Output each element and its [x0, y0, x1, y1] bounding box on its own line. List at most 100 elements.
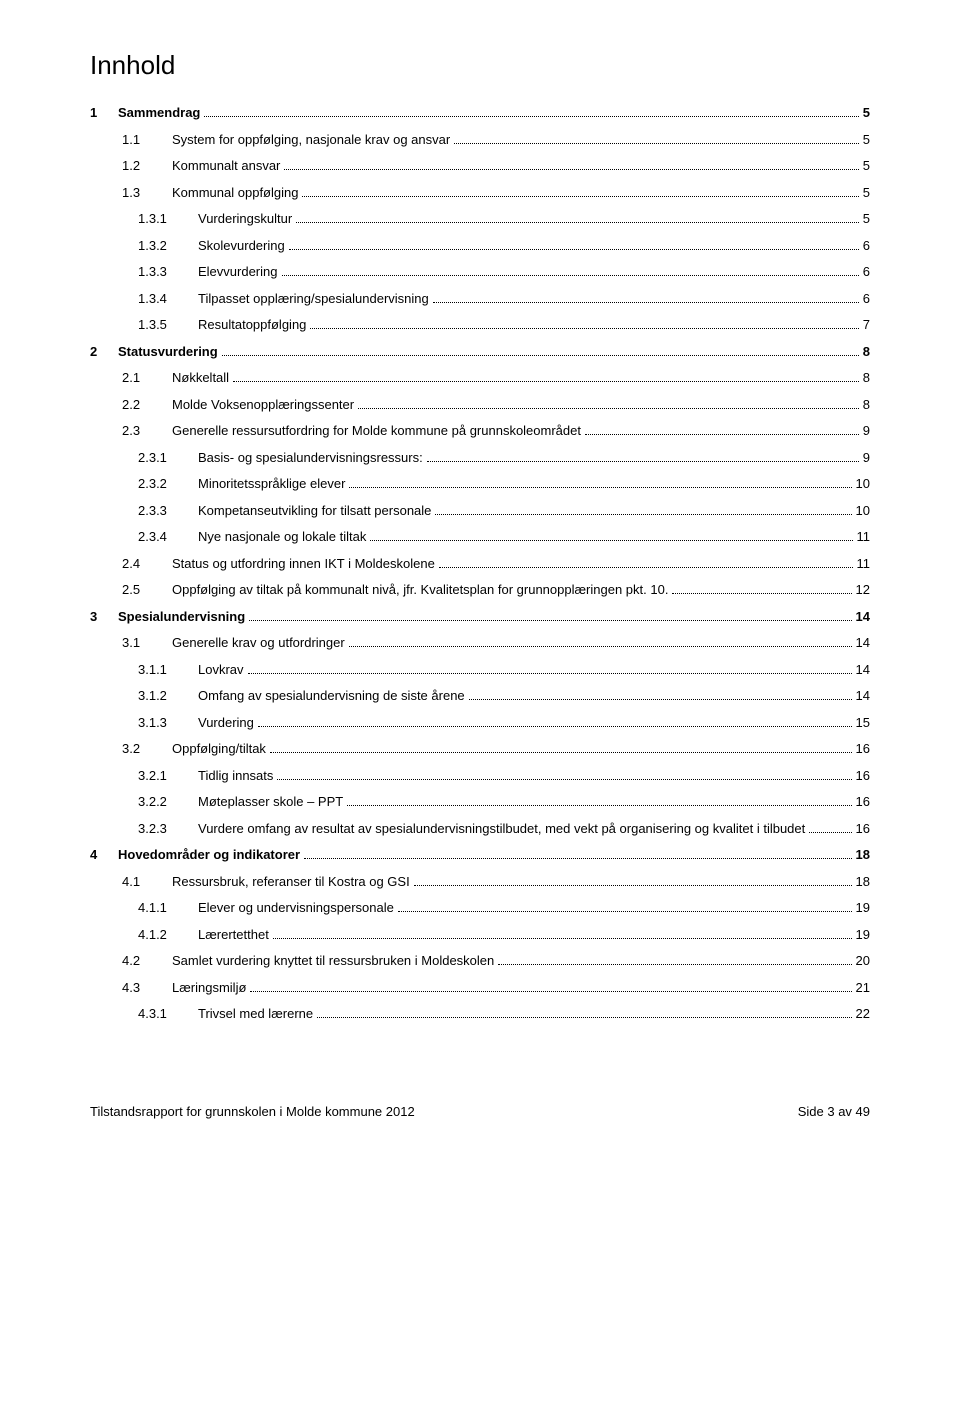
toc-entry-page: 11 — [857, 554, 871, 574]
toc-entry: 4.3Læringsmiljø21 — [90, 978, 870, 998]
toc-entry-page: 22 — [856, 1004, 870, 1024]
toc-entry-page: 20 — [856, 951, 870, 971]
toc-entry: 1.3.5Resultatoppfølging7 — [90, 315, 870, 335]
toc-entry: 3.2.3Vurdere omfang av resultat av spesi… — [90, 819, 870, 839]
toc-entry: 2.5Oppfølging av tiltak på kommunalt niv… — [90, 580, 870, 600]
toc-entry-label: Omfang av spesialundervisning de siste å… — [198, 686, 465, 706]
toc-entry-number: 3.2.2 — [138, 792, 198, 812]
toc-entry-label: Oppfølging/tiltak — [172, 739, 266, 759]
toc-leader-dots — [398, 911, 852, 912]
toc-entry-label: Generelle ressursutfordring for Molde ko… — [172, 421, 581, 441]
toc-leader-dots — [809, 832, 851, 833]
toc-leader-dots — [204, 116, 858, 117]
toc-entry-label: Vurdere omfang av resultat av spesialund… — [198, 819, 805, 839]
toc-entry-number: 3.1.2 — [138, 686, 198, 706]
toc-entry-number: 2.3.1 — [138, 448, 198, 468]
toc-entry: 1.3.4Tilpasset opplæring/spesialundervis… — [90, 289, 870, 309]
toc-entry-page: 18 — [856, 872, 870, 892]
toc-entry-number: 1.3 — [122, 183, 172, 203]
toc-entry-page: 10 — [856, 501, 870, 521]
toc-entry-number: 4 — [90, 845, 118, 865]
toc-entry-label: Vurdering — [198, 713, 254, 733]
toc-entry-number: 3.1.1 — [138, 660, 198, 680]
toc-entry-page: 10 — [856, 474, 870, 494]
toc-entry-page: 14 — [856, 660, 870, 680]
toc-entry-number: 1.1 — [122, 130, 172, 150]
toc-leader-dots — [310, 328, 858, 329]
toc-entry-page: 19 — [856, 925, 870, 945]
toc-entry: 4.1.1Elever og undervisningspersonale19 — [90, 898, 870, 918]
toc-entry-number: 4.3.1 — [138, 1004, 198, 1024]
toc-leader-dots — [302, 196, 858, 197]
toc-entry: 2.4Status og utfordring innen IKT i Mold… — [90, 554, 870, 574]
toc-entry-label: Minoritetsspråklige elever — [198, 474, 345, 494]
toc-entry-page: 14 — [856, 633, 870, 653]
toc-leader-dots — [498, 964, 851, 965]
page-title: Innhold — [90, 50, 870, 81]
toc-leader-dots — [349, 646, 852, 647]
toc-entry: 1.3.2Skolevurdering6 — [90, 236, 870, 256]
toc-leader-dots — [250, 991, 851, 992]
toc-entry-number: 4.1.1 — [138, 898, 198, 918]
toc-leader-dots — [249, 620, 851, 621]
toc-leader-dots — [277, 779, 851, 780]
toc-entry-page: 11 — [857, 527, 871, 547]
toc-entry-label: Nye nasjonale og lokale tiltak — [198, 527, 366, 547]
toc-entry: 4.1.2Lærertetthet19 — [90, 925, 870, 945]
footer-right: Side 3 av 49 — [798, 1104, 870, 1119]
toc-entry-page: 9 — [863, 421, 870, 441]
toc-entry: 3.1Generelle krav og utfordringer14 — [90, 633, 870, 653]
toc-entry-label: Lovkrav — [198, 660, 244, 680]
toc-entry-number: 2.3 — [122, 421, 172, 441]
toc-entry-page: 16 — [856, 792, 870, 812]
toc-entry: 2.1Nøkkeltall8 — [90, 368, 870, 388]
toc-entry-label: Kommunal oppfølging — [172, 183, 298, 203]
toc-leader-dots — [284, 169, 858, 170]
toc-leader-dots — [454, 143, 859, 144]
toc-entry-label: Lærertetthet — [198, 925, 269, 945]
toc-entry: 2.3.3Kompetanseutvikling for tilsatt per… — [90, 501, 870, 521]
toc-entry: 1.2Kommunalt ansvar5 — [90, 156, 870, 176]
page-footer: Tilstandsrapport for grunnskolen i Molde… — [90, 1104, 870, 1119]
toc-entry-number: 2.5 — [122, 580, 172, 600]
toc-entry: 3Spesialundervisning14 — [90, 607, 870, 627]
toc-entry-number: 3.2 — [122, 739, 172, 759]
toc-leader-dots — [233, 381, 859, 382]
toc-leader-dots — [270, 752, 852, 753]
toc-entry-number: 3.1.3 — [138, 713, 198, 733]
toc-entry-label: Ressursbruk, referanser til Kostra og GS… — [172, 872, 410, 892]
toc-entry-page: 5 — [863, 103, 870, 123]
toc-entry-page: 16 — [856, 739, 870, 759]
toc-entry-page: 7 — [863, 315, 870, 335]
toc-entry-page: 18 — [856, 845, 870, 865]
toc-entry-page: 8 — [863, 342, 870, 362]
toc-entry-number: 1.3.5 — [138, 315, 198, 335]
toc-entry-label: Skolevurdering — [198, 236, 285, 256]
toc-leader-dots — [435, 514, 851, 515]
toc-leader-dots — [347, 805, 851, 806]
toc-entry-number: 2.3.3 — [138, 501, 198, 521]
toc-entry-page: 12 — [856, 580, 870, 600]
toc-entry-label: Spesialundervisning — [118, 607, 245, 627]
toc-entry-page: 5 — [863, 156, 870, 176]
toc-entry: 1.1System for oppfølging, nasjonale krav… — [90, 130, 870, 150]
toc-entry-label: Trivsel med lærerne — [198, 1004, 313, 1024]
toc-entry-number: 1.3.1 — [138, 209, 198, 229]
toc-leader-dots — [222, 355, 859, 356]
toc-entry-label: Tilpasset opplæring/spesialundervisning — [198, 289, 429, 309]
toc-entry-label: Kompetanseutvikling for tilsatt personal… — [198, 501, 431, 521]
toc-entry-number: 3.2.1 — [138, 766, 198, 786]
toc-entry-number: 4.2 — [122, 951, 172, 971]
toc-entry-number: 1.2 — [122, 156, 172, 176]
toc-entry: 4.2Samlet vurdering knyttet til ressursb… — [90, 951, 870, 971]
toc-entry: 4.3.1Trivsel med lærerne 22 — [90, 1004, 870, 1024]
toc-entry-page: 14 — [856, 686, 870, 706]
footer-left: Tilstandsrapport for grunnskolen i Molde… — [90, 1104, 415, 1119]
toc-entry-number: 4.3 — [122, 978, 172, 998]
toc-leader-dots — [258, 726, 852, 727]
toc-entry-label: Elevvurdering — [198, 262, 278, 282]
toc-entry-number: 1 — [90, 103, 118, 123]
toc-entry-page: 5 — [863, 130, 870, 150]
toc-entry-number: 4.1 — [122, 872, 172, 892]
toc-leader-dots — [289, 249, 859, 250]
